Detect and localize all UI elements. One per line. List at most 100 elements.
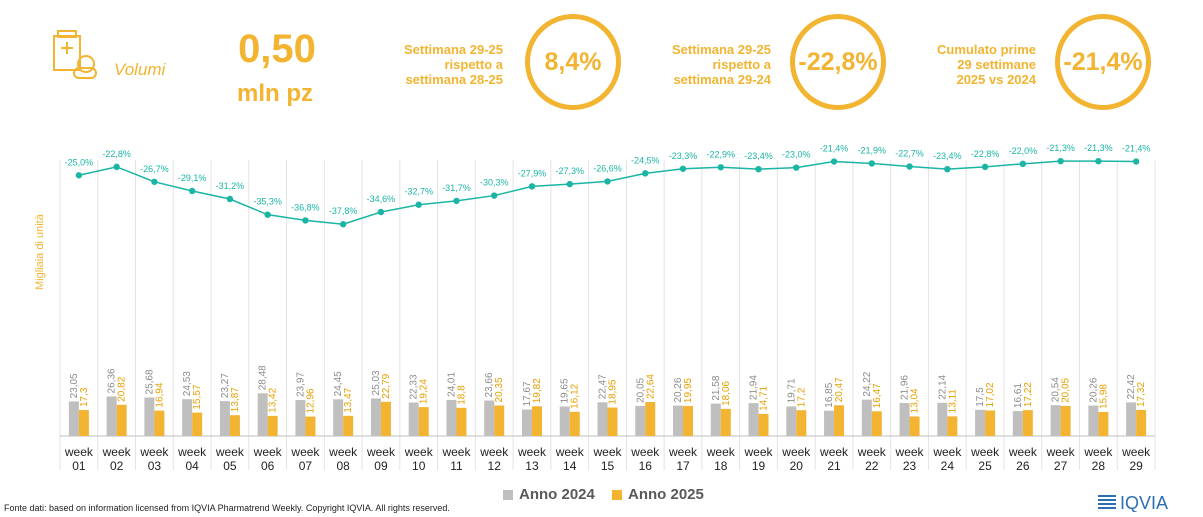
variation-label: -35,3%	[253, 197, 282, 207]
x-tick-label: week	[819, 445, 849, 459]
kpi-1-text: Settimana 29-25 rispetto a settimana 28-…	[360, 42, 503, 87]
variation-label: -22,8%	[971, 149, 1000, 159]
bar-2024	[1126, 402, 1137, 436]
x-tick-label: week	[857, 445, 887, 459]
x-tick-label: 21	[827, 459, 841, 473]
x-tick-label: week	[253, 445, 283, 459]
x-tick-label: week	[139, 445, 169, 459]
x-tick-label: week	[1046, 445, 1076, 459]
variation-label: -25,0%	[65, 157, 94, 167]
x-tick-label: 11	[450, 459, 463, 473]
variation-label: -29,1%	[178, 173, 207, 183]
kpi-3-circle: -21,4%	[1055, 14, 1151, 110]
variation-point	[491, 192, 498, 199]
bar-2025	[1098, 412, 1109, 436]
x-tick-label: week	[668, 445, 698, 459]
bar-2024	[635, 405, 646, 436]
bar-label-2024: 16,85	[824, 382, 835, 407]
kpi-1-line2: rispetto a	[444, 57, 503, 72]
variation-label: -23,4%	[744, 151, 773, 161]
bar-label-2025: 16,47	[872, 383, 883, 408]
bar-label-2025: 19,82	[532, 378, 543, 403]
x-tick-label: 04	[185, 459, 199, 473]
bar-2024	[521, 409, 532, 436]
bar-label-2024: 23,97	[295, 372, 306, 397]
x-tick-label: 17	[676, 459, 690, 473]
variation-point	[868, 160, 876, 167]
bar-label-2025: 19,95	[683, 378, 694, 403]
bar-2025	[569, 411, 580, 436]
x-tick-label: 19	[752, 459, 766, 473]
legend-2025: Anno 2025	[612, 486, 704, 503]
bar-2025	[909, 416, 920, 436]
bar-label-2024: 28,48	[258, 365, 269, 390]
variation-point	[226, 195, 234, 203]
bar-label-2024: 20,26	[1088, 377, 1099, 402]
bar-label-2025: 17,02	[985, 382, 996, 407]
variation-point	[981, 163, 989, 171]
x-tick-label: 24	[941, 459, 955, 473]
bar-label-2024: 17,5	[975, 387, 986, 407]
variation-label: -23,4%	[933, 151, 962, 161]
bar-label-2024: 21,94	[749, 375, 760, 400]
bar-label-2025: 20,05	[1061, 377, 1072, 402]
x-tick-label: 22	[865, 459, 879, 473]
bar-2025	[494, 405, 505, 436]
variation-label: -31,2%	[216, 181, 245, 191]
bar-label-2024: 23,66	[484, 372, 495, 397]
bar-label-2025: 15,57	[192, 384, 203, 409]
x-tick-label: 09	[374, 459, 388, 473]
bar-2025	[380, 401, 391, 436]
x-tick-label: week	[592, 445, 622, 459]
y-axis-label: Migliaia di unità	[34, 214, 46, 290]
bar-2024	[257, 393, 268, 436]
bar-label-2025: 13,87	[230, 387, 241, 412]
bar-2025	[229, 415, 240, 436]
bar-2024	[219, 401, 230, 436]
bar-label-2025: 14,71	[759, 385, 770, 410]
bar-label-2025: 20,35	[494, 377, 505, 402]
x-tick-label: week	[517, 445, 547, 459]
x-tick-label: 28	[1092, 459, 1106, 473]
bar-2025	[947, 416, 958, 436]
bar-2024	[182, 399, 193, 436]
variation-point	[604, 178, 611, 185]
kpi-2-line2: rispetto a	[712, 57, 771, 72]
x-tick-label: week	[1121, 445, 1151, 459]
legend-2025-swatch	[612, 489, 622, 500]
variation-point	[1132, 158, 1140, 165]
x-tick-label: 23	[903, 459, 917, 473]
bar-2025	[154, 410, 165, 436]
kpi-2-circle: -22,8%	[790, 14, 886, 110]
bar-label-2024: 22,33	[409, 374, 420, 399]
bar-label-2024: 23,05	[69, 373, 80, 398]
bar-label-2024: 25,03	[371, 370, 382, 395]
x-tick-label: 27	[1054, 459, 1068, 473]
volume-unit: mln pz	[237, 80, 313, 107]
bar-2024	[597, 402, 608, 436]
bar-label-2024: 23,27	[220, 373, 231, 398]
x-tick-label: 03	[148, 459, 162, 473]
x-tick-label: 10	[412, 459, 426, 473]
variation-point	[566, 180, 573, 188]
bar-label-2025: 17,22	[1023, 382, 1034, 407]
bar-label-2024: 25,68	[144, 369, 155, 394]
bar-label-2025: 22,79	[381, 373, 392, 398]
iqvia-logo: IQVIA	[1098, 493, 1168, 512]
bar-label-2025: 17,2	[796, 387, 807, 407]
variation-point	[188, 187, 196, 195]
x-tick-label: week	[366, 445, 396, 459]
x-tick-label: 05	[223, 459, 237, 473]
bar-label-2025: 16,12	[570, 383, 581, 408]
variation-point	[528, 183, 536, 190]
x-tick-label: 16	[639, 459, 653, 473]
x-tick-label: week	[932, 445, 962, 459]
variation-point	[415, 201, 422, 208]
x-tick-label: 12	[488, 459, 502, 473]
variation-point	[339, 221, 347, 228]
x-tick-label: week	[1083, 445, 1113, 459]
bar-label-2024: 26,36	[107, 368, 118, 393]
variation-label: -21,3%	[1046, 143, 1075, 153]
bar-label-2024: 22,47	[598, 374, 609, 399]
source-note: Fonte dati: based on information license…	[4, 503, 450, 513]
